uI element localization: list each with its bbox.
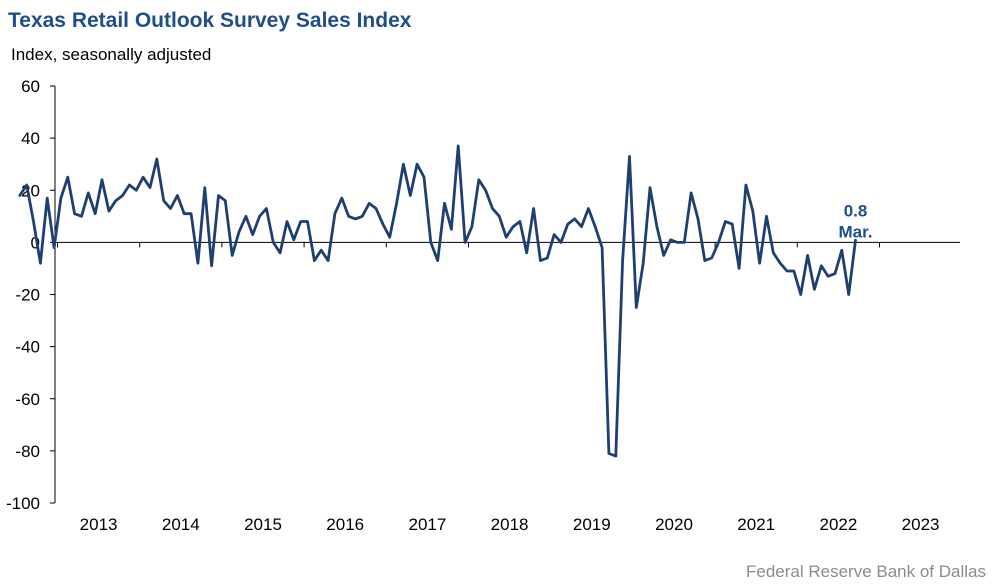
x-tick-label: 2014	[162, 515, 200, 534]
last-value-label: 0.8	[844, 201, 868, 220]
x-tick-label: 2023	[902, 515, 940, 534]
x-tick-label: 2016	[326, 515, 364, 534]
source-note: Federal Reserve Bank of Dallas	[745, 562, 986, 581]
chart-title: Texas Retail Outlook Survey Sales Index	[8, 9, 412, 32]
x-tick-label: 2021	[737, 515, 775, 534]
x-tick-label: 2019	[573, 515, 611, 534]
y-tick-label: -20	[15, 286, 40, 305]
annotations: 0.8 Mar.	[839, 201, 873, 241]
y-tick-label: -40	[15, 338, 40, 357]
x-axis: 2013 2014 2015 2016 2017 2018 2019 2020 2021 2022…	[55, 241, 960, 534]
y-axis-label: Index, seasonally adjusted	[11, 45, 212, 64]
last-month-label: Mar.	[839, 222, 873, 241]
y-tick-label: -60	[15, 390, 40, 409]
y-tick-label: -100	[6, 494, 40, 513]
y-tick-label: 40	[21, 129, 40, 148]
x-tick-label: 2017	[408, 515, 446, 534]
series-group	[18, 144, 857, 458]
x-tick-label: 2015	[244, 515, 282, 534]
y-tick-label: 0	[31, 233, 40, 252]
sales-index-line	[18, 144, 857, 458]
x-tick-label: 2013	[80, 515, 118, 534]
x-tick-label: 2018	[491, 515, 529, 534]
y-tick-label: -80	[15, 442, 40, 461]
x-tick-label: 2020	[655, 515, 693, 534]
y-tick-label: 60	[21, 77, 40, 96]
x-tick-label: 2022	[819, 515, 857, 534]
